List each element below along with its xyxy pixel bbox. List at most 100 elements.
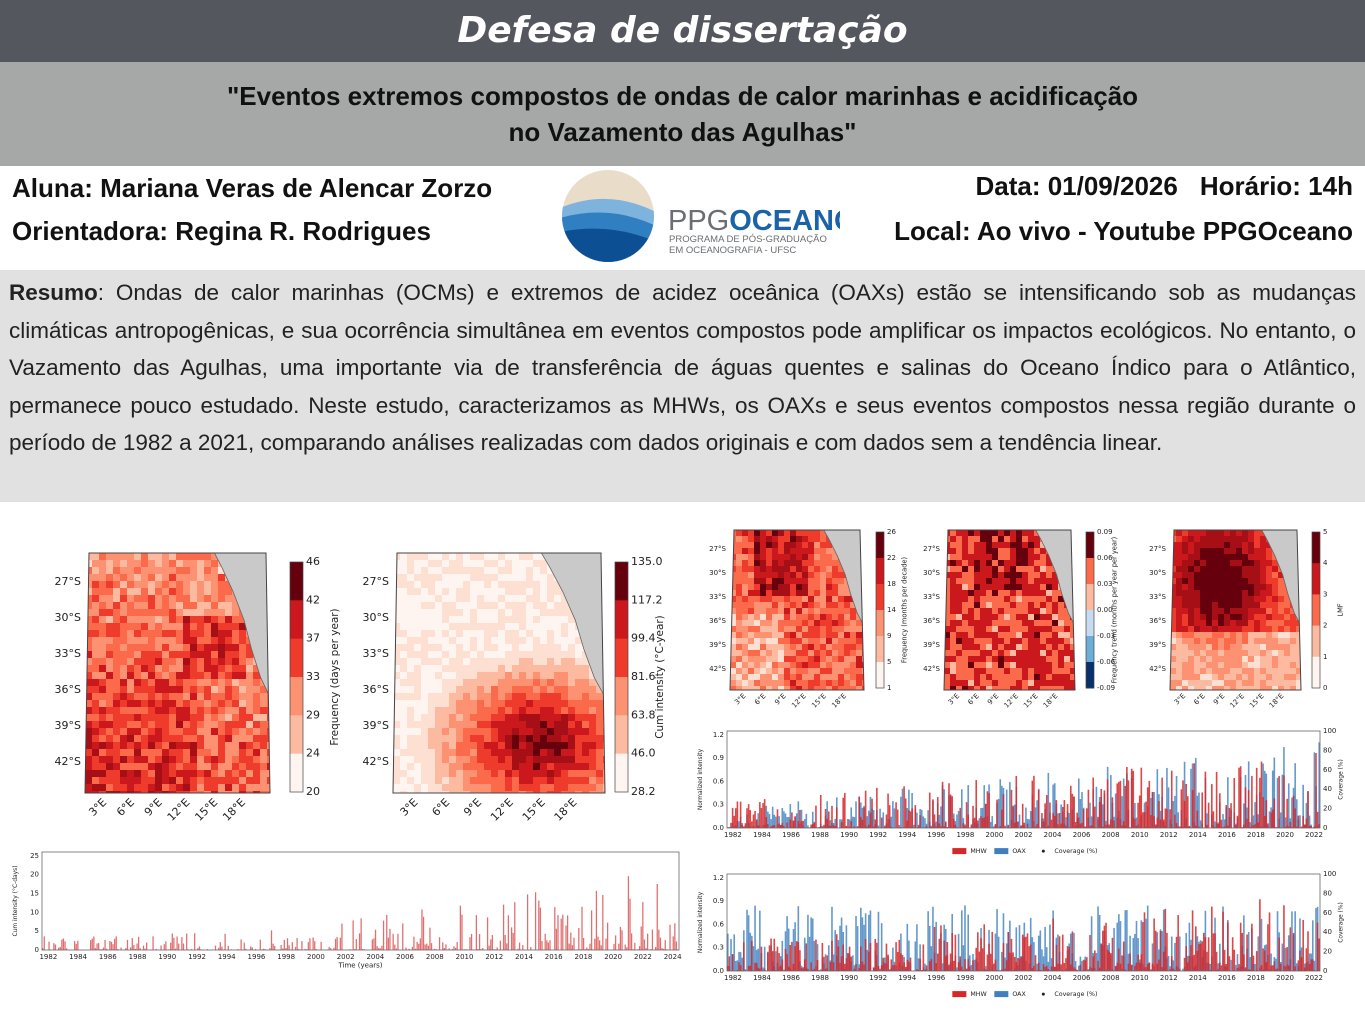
mhw-bar [856, 826, 859, 828]
map-cell [582, 714, 590, 722]
map-cell [1176, 554, 1183, 561]
map-cell [862, 554, 864, 561]
map-cell [456, 553, 464, 561]
map-cell [85, 749, 93, 757]
map-cell [1230, 662, 1237, 669]
map-cell [477, 714, 485, 722]
map-cell [856, 674, 863, 681]
map-cell [1212, 566, 1219, 573]
mhw-bar [1058, 812, 1061, 828]
mhw-bar [1087, 789, 1090, 828]
map-cell [1230, 536, 1237, 543]
map-cell [239, 658, 247, 666]
map-cell [547, 784, 555, 792]
map-cell [998, 536, 1005, 543]
map-cell [589, 735, 597, 743]
bar [240, 939, 242, 950]
map-cell [962, 650, 969, 657]
map-cell [1272, 608, 1279, 615]
map-cell [1034, 578, 1041, 585]
bar [66, 948, 68, 950]
bar [461, 914, 463, 950]
mhw-bar [842, 797, 844, 828]
map-cell [533, 770, 541, 778]
map-cell [435, 784, 443, 792]
map-cell [603, 637, 605, 645]
map-cell [99, 686, 107, 694]
lat-label: 30°S [363, 611, 389, 624]
bar [312, 937, 314, 950]
map-cell [748, 668, 755, 675]
map-cell [820, 584, 827, 591]
map-cell [962, 638, 969, 645]
mhw-bar [871, 798, 873, 828]
map-cell [1260, 620, 1267, 627]
map-cell [197, 700, 205, 708]
map-cell [491, 707, 499, 715]
map-cell [484, 707, 492, 715]
map-cell [190, 623, 198, 631]
map-cell [253, 791, 261, 793]
map-cell [790, 572, 797, 579]
map-cell [589, 756, 597, 764]
map-cell [190, 763, 198, 771]
map-cell [148, 581, 156, 589]
mhw-bar [1118, 781, 1120, 828]
map-cell [190, 742, 198, 750]
map-cell [232, 777, 240, 785]
map-cell [748, 554, 755, 561]
map-cell [561, 693, 569, 701]
map-cell [1010, 656, 1017, 663]
map-cell [232, 763, 240, 771]
map-cell [1188, 674, 1195, 681]
map-cell [512, 707, 520, 715]
map-cell [568, 721, 576, 729]
map-cell [1206, 560, 1213, 567]
map-cell [533, 658, 541, 666]
map-cell [1016, 614, 1023, 621]
map-cell [986, 632, 993, 639]
map-cell [766, 644, 773, 651]
map-cell [554, 756, 562, 764]
student: Aluna: Mariana Veras de Alencar Zorzo [12, 173, 493, 203]
map-cell [603, 616, 605, 624]
map-cell [232, 665, 240, 673]
map-cell [838, 578, 845, 585]
map-cell [162, 665, 170, 673]
oax-bar [1005, 789, 1008, 828]
map-cell [232, 721, 240, 729]
map-cell [162, 609, 170, 617]
map-cell [218, 686, 226, 694]
map-cell [760, 566, 767, 573]
bar [358, 933, 361, 950]
map-cell [162, 644, 170, 652]
map-cell [1278, 686, 1285, 690]
map-cell [1242, 650, 1249, 657]
map-cell [1194, 536, 1201, 543]
map-cell [1212, 542, 1219, 549]
map-cell [554, 742, 562, 750]
mhw-bar [1017, 821, 1019, 828]
map-frame [729, 529, 865, 691]
map-cell [754, 614, 761, 621]
map-cell [561, 616, 569, 624]
map-cell [85, 721, 93, 729]
mhw-bar [736, 801, 739, 828]
bar [578, 927, 580, 950]
map-cell [106, 721, 114, 729]
map-cell [120, 714, 128, 722]
map-cell [1272, 572, 1279, 579]
map-cell [962, 530, 969, 537]
map-cell [760, 602, 767, 609]
map-cell [778, 662, 785, 669]
mhw-bar [1045, 795, 1048, 828]
map-cell [547, 588, 555, 596]
map-cell [232, 686, 240, 694]
map-cell [956, 542, 963, 549]
map-cell [1248, 608, 1255, 615]
map-cell [484, 763, 492, 771]
map-cell [974, 566, 981, 573]
bar [571, 945, 574, 950]
map-cell [748, 680, 755, 687]
map-cell [85, 609, 93, 617]
